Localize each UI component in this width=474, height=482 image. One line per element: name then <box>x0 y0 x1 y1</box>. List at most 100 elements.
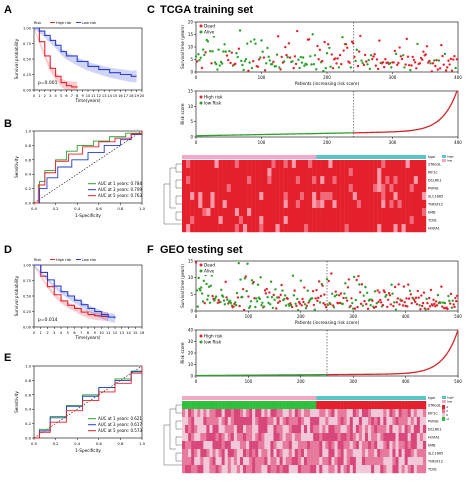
heatmap-cell <box>234 176 240 185</box>
point-alive <box>214 295 218 298</box>
heatmap-cell <box>295 160 301 169</box>
heatmap-cell <box>236 465 241 474</box>
heatmap-cell <box>227 441 231 450</box>
point-alive <box>437 59 441 62</box>
heatmap-cell <box>320 176 325 185</box>
panel-label-e: E <box>4 352 12 364</box>
heatmap-cell <box>206 441 210 450</box>
heatmap-cell <box>185 449 189 458</box>
x-tick-label: 3 <box>49 94 51 98</box>
heatmap-cell <box>200 401 204 410</box>
point-dead <box>230 51 233 54</box>
heatmap-cell <box>380 449 384 458</box>
legend-entry: low <box>447 399 453 403</box>
heatmap-cell <box>374 457 378 466</box>
heatmap-cell <box>194 457 198 466</box>
heatmap-cell <box>279 401 283 410</box>
heatmap-cell <box>340 224 345 233</box>
point-dead <box>302 300 305 304</box>
heatmap-cell <box>276 409 280 418</box>
heatmap-cell <box>401 160 406 169</box>
heatmap-cell <box>331 449 335 458</box>
heatmap-cell <box>191 401 195 410</box>
heatmap-cell <box>371 425 375 434</box>
heatmap-cell <box>419 465 424 474</box>
heatmap-cell <box>395 449 399 458</box>
legend-marker <box>199 263 203 267</box>
heatmap-cell <box>300 457 305 466</box>
x-tick-label: 0.4 <box>74 441 81 446</box>
heatmap-cell <box>328 208 333 217</box>
point-alive <box>313 54 317 57</box>
point-dead <box>399 55 403 58</box>
heatmap-cell <box>352 208 358 217</box>
heatmap-cell <box>300 433 305 442</box>
heatmap-cell <box>401 176 406 185</box>
y-tick-label: 15 <box>188 32 194 37</box>
heatmap-cell <box>310 417 314 426</box>
heatmap-cell <box>383 465 387 474</box>
heatmap-cell <box>319 409 323 418</box>
point-alive <box>218 64 222 67</box>
heatmap-cell <box>282 401 286 410</box>
heatmap-cell <box>395 457 399 466</box>
heatmap-cell <box>365 192 370 201</box>
heatmap-cell <box>308 224 313 233</box>
x-tick-label: 5 <box>60 94 62 98</box>
point-dead <box>200 66 204 70</box>
legend-swatch-high <box>442 396 446 399</box>
heatmap-cell <box>421 192 427 201</box>
heatmap-cell <box>422 401 427 410</box>
heatmap-cell <box>230 457 235 466</box>
heatmap-cell <box>299 192 305 201</box>
heatmap-cell <box>238 208 244 217</box>
heatmap-cell <box>186 168 191 177</box>
heatmap-cell <box>246 441 250 450</box>
heatmap-cell <box>215 417 219 426</box>
heatmap-cell <box>236 457 241 466</box>
survival-curve-high-risk <box>34 264 109 318</box>
heatmap-cell <box>371 417 375 426</box>
heatmap-cell <box>417 192 423 201</box>
heatmap-cell <box>227 409 231 418</box>
heatmap-cell <box>186 208 191 217</box>
heatmap-cell <box>243 184 248 193</box>
point-alive <box>223 43 226 46</box>
risk-curve-low <box>195 132 354 137</box>
heatmap-cell <box>352 224 358 233</box>
heatmap-cell <box>307 417 311 426</box>
x-tick-label: 300 <box>349 379 357 384</box>
x-tick-label: 18 <box>129 94 134 98</box>
heatmap-cell <box>270 449 274 458</box>
heatmap-cell <box>234 168 240 177</box>
heatmap-cell <box>287 176 292 185</box>
heatmap-cell <box>259 200 264 209</box>
type-bar-high <box>316 155 426 159</box>
y-tick-label: 10 <box>188 104 194 109</box>
heatmap-cell <box>247 224 252 233</box>
x-tick-label: 8 <box>87 331 90 335</box>
heatmap-cell <box>313 465 317 474</box>
point-dead <box>401 304 405 307</box>
point-alive <box>331 292 334 296</box>
heatmap-cell <box>212 441 216 450</box>
point-dead <box>279 293 282 297</box>
heatmap-cell <box>383 409 387 418</box>
heatmap-cell <box>374 441 378 450</box>
heatmap-cell <box>227 401 231 410</box>
heatmap-cell <box>206 160 211 169</box>
heatmap-cell <box>271 168 276 177</box>
heatmap-cell <box>300 417 305 426</box>
heatmap-cell <box>215 433 219 442</box>
gene-label: DCLRE1 <box>428 179 442 183</box>
point-alive <box>259 56 262 59</box>
heatmap-cell <box>404 465 408 474</box>
heatmap-cell <box>343 433 347 442</box>
y-tick-label: 15 <box>188 259 194 264</box>
heatmap-cell <box>202 208 207 217</box>
heatmap-cell <box>386 401 390 410</box>
heatmap-cell <box>227 449 231 458</box>
heatmap-cell <box>346 441 350 450</box>
heatmap-cell <box>410 409 414 418</box>
